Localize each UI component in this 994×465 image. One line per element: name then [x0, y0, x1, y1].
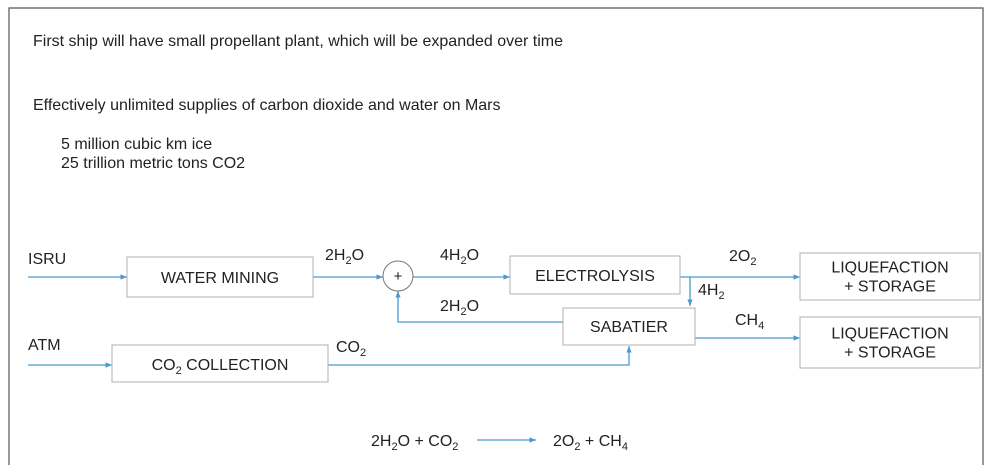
text-run: + CH: [580, 433, 621, 450]
box: [126, 256, 314, 298]
box-label: WATER MINING: [161, 270, 279, 287]
subscript: 2: [176, 365, 182, 377]
box-label: + STORAGE: [844, 279, 936, 296]
text-run: ELECTROLYSIS: [535, 268, 655, 285]
subscript: 2: [718, 290, 724, 302]
subscript: 2: [750, 256, 756, 268]
flow-label: CH4: [735, 312, 764, 332]
subscript: 2: [460, 255, 466, 267]
text-run: LIQUEFACTION: [831, 326, 948, 343]
text-run: 2H: [325, 247, 345, 264]
subscript: 2: [574, 441, 580, 453]
subscript: 2: [391, 441, 397, 453]
frame: [8, 7, 984, 465]
header-line: Effectively unlimited supplies of carbon…: [33, 97, 501, 114]
text-run: CH: [735, 312, 758, 329]
box: [509, 255, 681, 295]
text-run: + STORAGE: [844, 345, 936, 362]
flow-label: 2H2O: [440, 298, 479, 318]
mixer: [382, 260, 414, 292]
flow-label: 4H2: [698, 282, 725, 302]
subscript: 2: [360, 347, 366, 359]
text-run: COLLECTION: [182, 357, 289, 374]
header-line: First ship will have small propellant pl…: [33, 33, 563, 50]
box-label: LIQUEFACTION: [831, 260, 948, 277]
subscript: 4: [758, 320, 764, 332]
text-run: 2H: [440, 298, 460, 315]
flow-label: 2O2: [729, 248, 756, 268]
text-run: O + CO: [398, 433, 453, 450]
subscript: 2: [452, 441, 458, 453]
text-run: 4H: [440, 247, 460, 264]
text-run: LIQUEFACTION: [831, 260, 948, 277]
text-run: CO: [336, 339, 360, 356]
box-label: ELECTROLYSIS: [535, 268, 655, 285]
equation-right: 2O2 + CH4: [553, 433, 628, 453]
subscript: 4: [622, 441, 628, 453]
text-run: 2O: [553, 433, 574, 450]
box-label: SABATIER: [590, 319, 668, 336]
arrow: [328, 346, 632, 366]
box-label: CO2 COLLECTION: [152, 357, 289, 377]
subscript: 2: [460, 306, 466, 318]
box: [799, 252, 981, 301]
box: [799, 316, 981, 369]
input-label: ISRU: [28, 251, 66, 268]
input-label: ATM: [28, 337, 61, 354]
arrow: [395, 291, 563, 323]
text-run: 2O: [729, 248, 750, 265]
text-run: SABATIER: [590, 319, 668, 336]
text-run: O: [467, 298, 479, 315]
text-run: 4H: [698, 282, 718, 299]
box-label: + STORAGE: [844, 345, 936, 362]
box-label: LIQUEFACTION: [831, 326, 948, 343]
text-run: WATER MINING: [161, 270, 279, 287]
note: 25 trillion metric tons CO2: [61, 155, 245, 172]
box: [562, 307, 696, 346]
text-run: 2H: [371, 433, 391, 450]
box: [111, 344, 329, 383]
note: 5 million cubic km ice: [61, 136, 212, 153]
flow-label: CO2: [336, 339, 366, 359]
mixer-sign: +: [394, 268, 403, 285]
flow-label: 2H2O: [325, 247, 364, 267]
text-run: O: [467, 247, 479, 264]
text-run: + STORAGE: [844, 279, 936, 296]
flow-label: 4H2O: [440, 247, 479, 267]
text-run: CO: [152, 357, 176, 374]
text-run: O: [352, 247, 364, 264]
equation-left: 2H2O + CO2: [371, 433, 458, 453]
subscript: 2: [345, 255, 351, 267]
